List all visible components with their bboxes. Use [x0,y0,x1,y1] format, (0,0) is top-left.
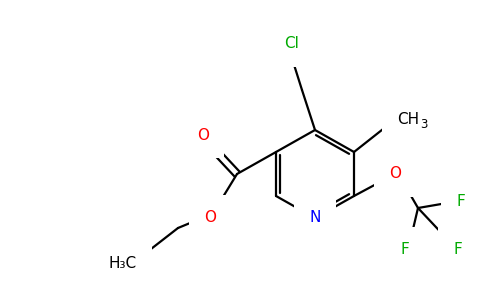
Text: F: F [401,242,409,257]
Text: H: H [125,256,137,272]
Text: 3: 3 [420,118,427,131]
Text: H₃C: H₃C [109,256,137,272]
Text: CH: CH [397,112,419,127]
Text: Cl: Cl [285,37,300,52]
Text: O: O [204,211,216,226]
Text: O: O [197,128,209,142]
Text: O: O [389,167,401,182]
Text: N: N [309,211,321,226]
Text: F: F [454,242,462,257]
Text: F: F [456,194,466,209]
